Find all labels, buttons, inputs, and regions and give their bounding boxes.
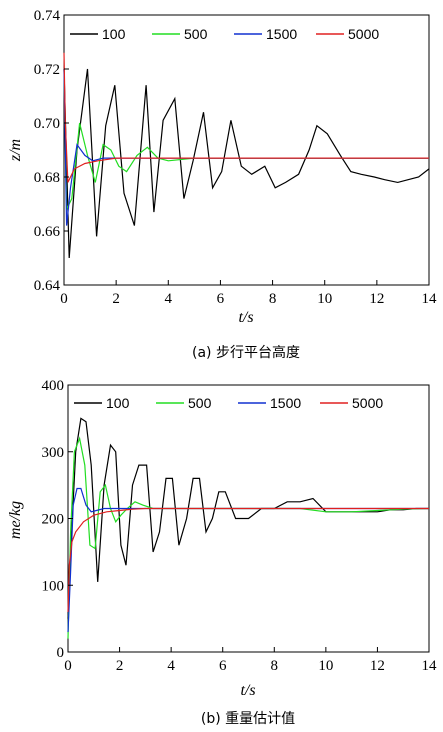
chart-a-ticks: 0 2 4 6 8 10 12 14 0.64 0.66 0.68 0.70 0.72 0.74 <box>34 8 437 307</box>
chart-b-ytick-label-0: 0 <box>57 645 65 661</box>
chart-a-series-5000-line <box>63 52 429 183</box>
chart-a: 0 2 4 6 8 10 12 14 0.64 0.66 0.68 0.70 0.72 0.74 100 5… <box>7 8 437 361</box>
chart-a-ytick-label-1: 0.66 <box>34 224 61 240</box>
chart-a-series-100-line <box>63 68 430 259</box>
chart-b-legend-label-5000: 5000 <box>352 395 383 411</box>
chart-b-legend-label-1500: 1500 <box>270 395 301 411</box>
chart-b-caption: (b) 重量估计值 <box>201 711 295 727</box>
chart-a-ytick-label-4: 0.72 <box>34 62 60 78</box>
chart-a-xlabel: t/s <box>238 309 253 326</box>
chart-b-series-5000-line <box>67 507 429 613</box>
chart-a-ytick-label-5: 0.74 <box>34 8 61 24</box>
chart-a-xtick-label-1: 2 <box>112 291 120 307</box>
chart-a-legend-label-1500: 1500 <box>266 26 297 42</box>
chart-b-legend-label-500: 500 <box>188 395 212 411</box>
chart-b-xtick-label-3: 6 <box>219 658 227 674</box>
chart-a-ylabel: z/m <box>7 139 24 162</box>
chart-b-xtick-label-7: 14 <box>422 658 438 674</box>
chart-a-series-1500-line <box>63 68 429 226</box>
chart-b-series-group <box>67 417 430 639</box>
chart-a-legend-label-500: 500 <box>184 26 208 42</box>
chart-b-ytick-label-3: 300 <box>42 445 65 461</box>
chart-b-ylabel: me/kg <box>7 501 24 539</box>
chart-a-xtick-label-0: 0 <box>60 291 68 307</box>
chart-a-xtick-label-2: 4 <box>165 291 173 307</box>
chart-b-xlabel: t/s <box>240 682 255 699</box>
chart-a-plot-frame <box>63 14 430 286</box>
chart-a-legend: 100 500 1500 5000 <box>70 26 379 42</box>
chart-a-series-500-line <box>63 68 429 210</box>
chart-a-series-group <box>63 52 430 259</box>
chart-a-legend-label-5000: 5000 <box>348 26 379 42</box>
chart-a-xtick-label-4: 8 <box>269 291 277 307</box>
chart-b-xtick-label-1: 2 <box>116 658 124 674</box>
chart-b-series-100-line <box>67 417 429 619</box>
chart-b-xtick-label-6: 12 <box>370 658 385 674</box>
chart-b-legend: 100 500 1500 5000 <box>74 395 383 411</box>
chart-b-xtick-label-2: 4 <box>167 658 175 674</box>
chart-b-ytick-label-1: 100 <box>42 578 65 594</box>
chart-b-legend-label-100: 100 <box>106 395 130 411</box>
chart-a-ytick-label-0: 0.64 <box>34 278 61 294</box>
chart-a-legend-label-100: 100 <box>102 26 126 42</box>
chart-b-xtick-label-4: 8 <box>271 658 279 674</box>
chart-a-xtick-label-6: 12 <box>369 291 384 307</box>
chart-b-ticks: 0 2 4 6 8 10 12 14 0 100 200 300 400 <box>42 378 438 674</box>
chart-a-ytick-label-2: 0.68 <box>34 170 60 186</box>
chart-a-xtick-label-5: 10 <box>317 291 332 307</box>
chart-a-ytick-label-3: 0.70 <box>34 116 60 132</box>
chart-a-xtick-label-7: 14 <box>422 291 438 307</box>
chart-b-ytick-label-4: 400 <box>42 378 65 394</box>
chart-a-xtick-label-3: 6 <box>217 291 225 307</box>
chart-b-xtick-label-5: 10 <box>318 658 333 674</box>
chart-b-series-500-line <box>67 436 430 639</box>
chart-b-ytick-label-2: 200 <box>42 512 65 528</box>
chart-a-caption: (a) 步行平台高度 <box>192 344 300 361</box>
chart-b-xtick-label-0: 0 <box>64 658 72 674</box>
